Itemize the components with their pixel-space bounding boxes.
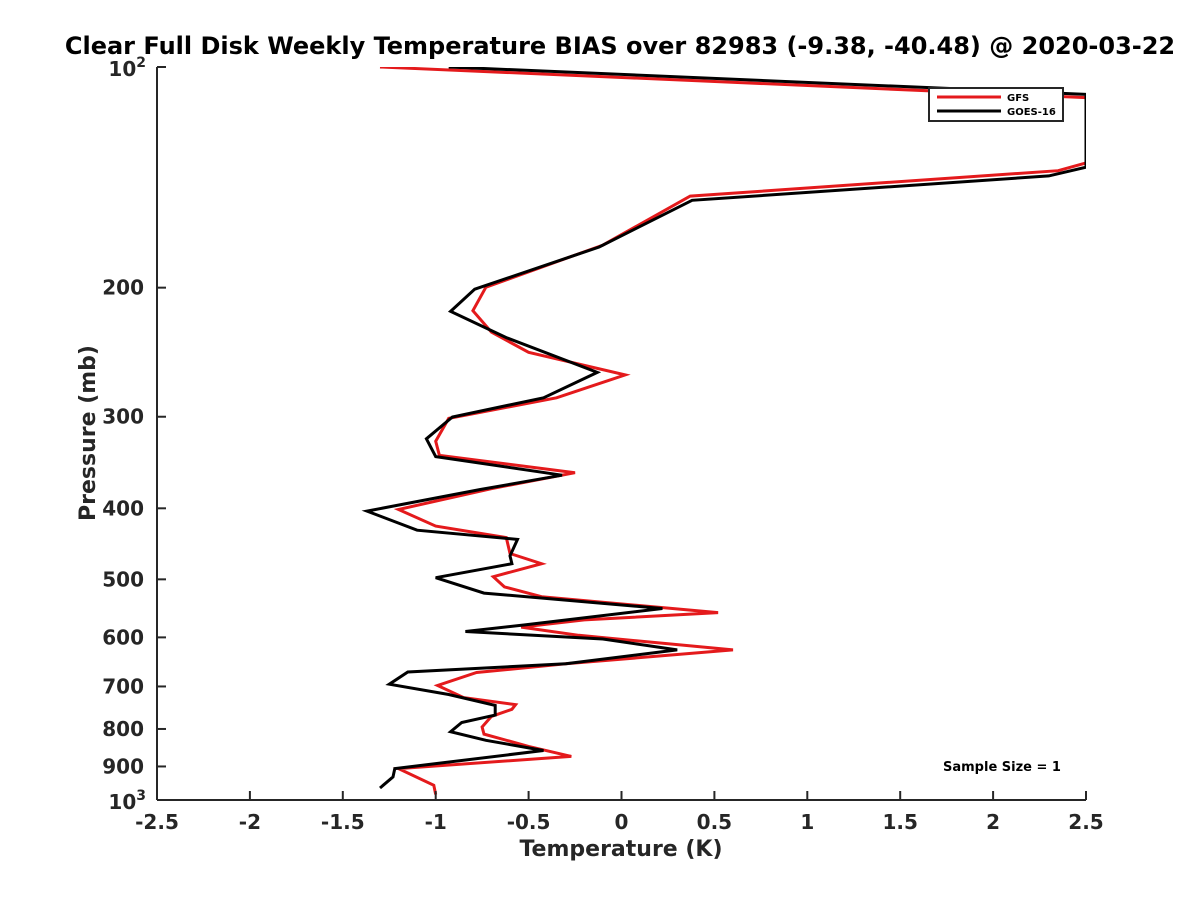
- x-tick-label: -1.5: [321, 810, 365, 834]
- legend-label: GFS: [1007, 93, 1029, 104]
- x-tick-label: -2: [239, 810, 261, 834]
- x-tick-label: 1: [800, 810, 814, 834]
- series-line-goes-16: [361, 67, 1086, 790]
- x-tick-label: 2: [986, 810, 1000, 834]
- axes: -2.5 -2 -1.5 -1 -0.5 0 0.5 1 1.5 2 2.5 102 103 200 300…: [102, 55, 1103, 834]
- y-tick-label: 800: [102, 717, 144, 741]
- legend-box: [928, 87, 1064, 122]
- y-tick-label: 900: [102, 754, 144, 778]
- x-tick-label: 1.5: [882, 810, 917, 834]
- y-tick-label: 500: [102, 567, 144, 591]
- x-tick-label: -2.5: [135, 810, 179, 834]
- x-tick-label: 0: [615, 810, 629, 834]
- y-tick-label: 102: [108, 55, 146, 81]
- series-layer: [361, 67, 1086, 795]
- sample-size-note: Sample Size = 1: [943, 760, 1061, 775]
- legend-label: GOES-16: [1007, 107, 1056, 118]
- y-tick-label: 700: [102, 674, 144, 698]
- chart-title: Clear Full Disk Weekly Temperature BIAS …: [65, 32, 1175, 60]
- x-tick-label: -0.5: [507, 810, 551, 834]
- x-tick-label: 2.5: [1068, 810, 1103, 834]
- x-tick-label: 0.5: [697, 810, 732, 834]
- y-tick-label: 600: [102, 625, 144, 649]
- x-tick-label: -1: [425, 810, 447, 834]
- y-tick-label: 300: [102, 405, 144, 429]
- legend: GFS GOES-16: [928, 87, 1064, 122]
- y-tick-label: 400: [102, 496, 144, 520]
- y-axis-label: Pressure (mb): [76, 345, 101, 521]
- y-tick-label: 103: [108, 788, 146, 814]
- x-axis-label: Temperature (K): [519, 837, 722, 862]
- y-tick-label: 200: [102, 276, 144, 300]
